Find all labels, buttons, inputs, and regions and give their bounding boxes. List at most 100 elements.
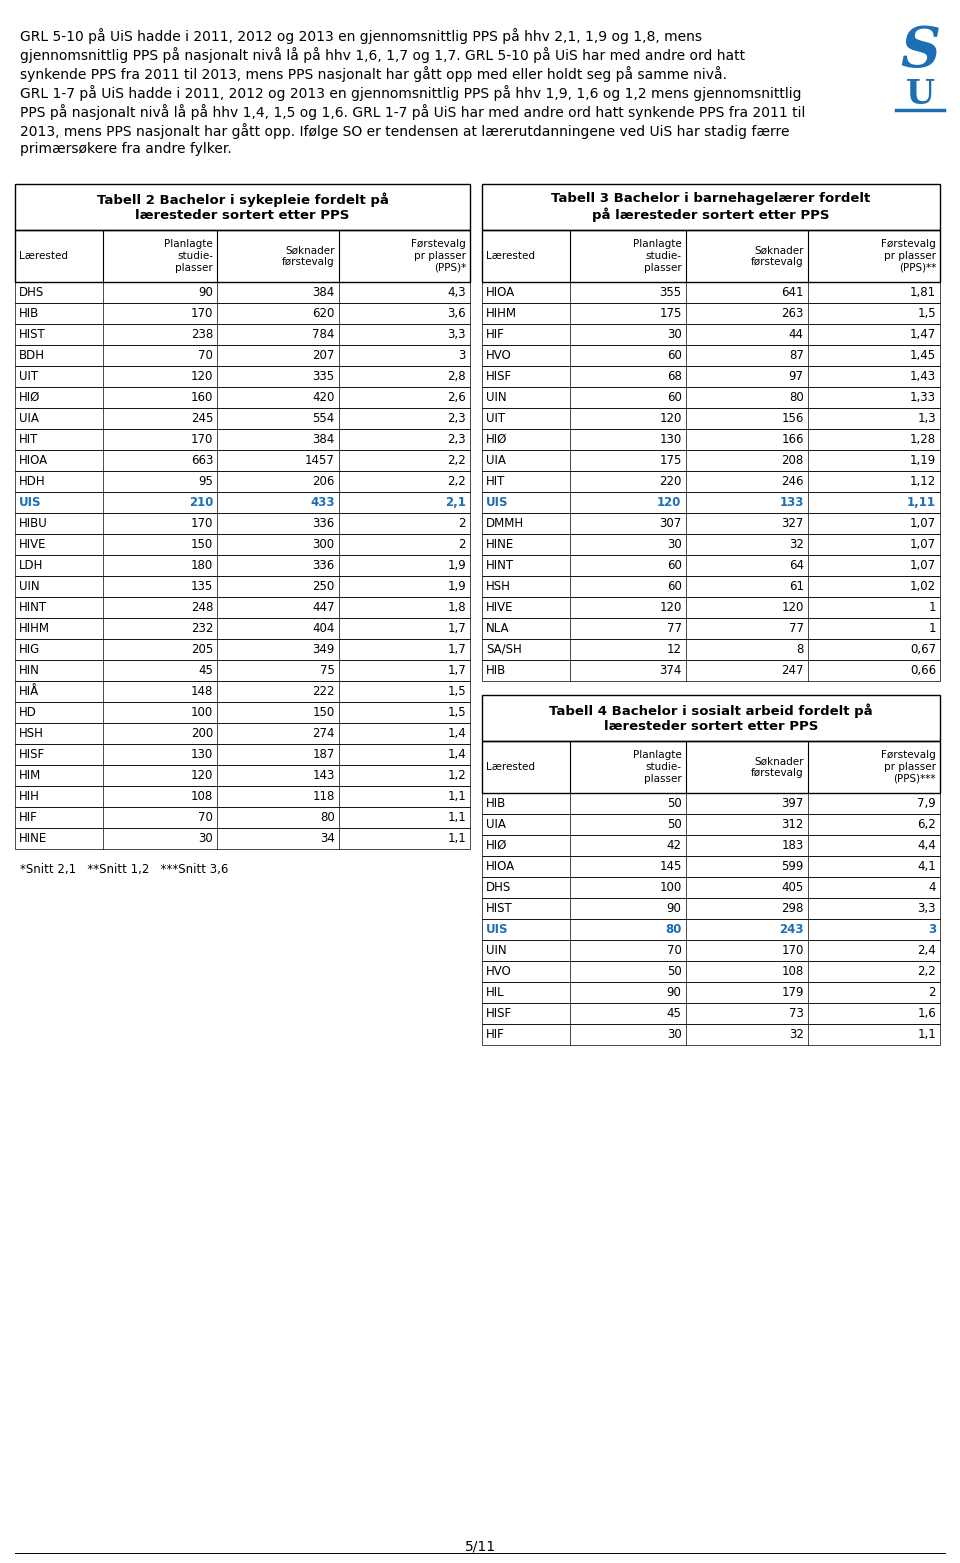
Text: 170: 170 [191,306,213,320]
Bar [482,303,940,324]
Text: 70: 70 [666,944,682,957]
Text: *Snitt 2,1   **Snitt 1,2   ***Snitt 3,6: *Snitt 2,1 **Snitt 1,2 ***Snitt 3,6 [20,863,228,875]
Text: 175: 175 [660,453,682,467]
Text: HIOA: HIOA [486,860,516,874]
Text: 77: 77 [666,622,682,635]
Text: 1,8: 1,8 [447,602,466,614]
Text: 166: 166 [781,433,804,445]
Text: HIF: HIF [19,811,37,824]
Text: 1,47: 1,47 [910,328,936,341]
Text: 77: 77 [789,622,804,635]
Bar [482,792,940,814]
Bar [15,639,470,660]
Bar [482,639,940,660]
Text: 6,2: 6,2 [917,817,936,832]
Text: 100: 100 [660,882,682,894]
Text: 120: 120 [658,495,682,510]
Text: 87: 87 [789,349,804,363]
Bar [482,408,940,428]
Text: 2: 2 [459,538,466,552]
Bar [15,450,470,470]
Text: 200: 200 [191,727,213,739]
Text: 118: 118 [312,789,334,803]
Text: 3,3: 3,3 [447,328,466,341]
Bar [15,702,470,724]
Text: Førstevalg
pr plasser
(PPS)**: Førstevalg pr plasser (PPS)** [881,239,936,272]
Text: 7,9: 7,9 [917,797,936,810]
Bar [15,724,470,744]
Text: 130: 130 [191,749,213,761]
Bar [15,428,470,450]
Bar [482,366,940,388]
Bar [15,535,470,555]
Text: 108: 108 [781,964,804,978]
Text: HIÅ: HIÅ [19,685,39,699]
Text: 206: 206 [312,475,334,488]
Text: 1,9: 1,9 [447,580,466,592]
Text: 120: 120 [781,602,804,614]
Text: 133: 133 [780,495,804,510]
Text: UIN: UIN [486,944,507,957]
Text: 1,1: 1,1 [917,1028,936,1041]
Text: HIVE: HIVE [486,602,514,614]
Text: 2,8: 2,8 [447,370,466,383]
Text: 355: 355 [660,286,682,299]
Text: HIVE: HIVE [19,538,46,552]
Text: 307: 307 [660,517,682,530]
Bar [15,492,470,513]
Text: 80: 80 [665,924,682,936]
Text: HVO: HVO [486,349,512,363]
Text: HIF: HIF [486,1028,505,1041]
Text: 2: 2 [459,517,466,530]
Text: 70: 70 [199,349,213,363]
Text: 170: 170 [191,517,213,530]
Text: HINE: HINE [486,538,515,552]
Text: HIG: HIG [19,642,40,656]
Text: 30: 30 [667,328,682,341]
Text: UIN: UIN [486,391,507,403]
Bar [482,492,940,513]
Text: 2,2: 2,2 [447,453,466,467]
Text: 1,02: 1,02 [910,580,936,592]
Text: 148: 148 [191,685,213,699]
Text: 1,07: 1,07 [910,560,936,572]
Text: 3: 3 [928,924,936,936]
Text: 238: 238 [191,328,213,341]
Bar [15,184,470,230]
Text: 1,07: 1,07 [910,538,936,552]
Bar [482,388,940,408]
Text: HIOA: HIOA [19,453,48,467]
Bar [482,660,940,681]
Text: HIL: HIL [486,986,505,999]
Text: 349: 349 [312,642,334,656]
Text: 404: 404 [312,622,334,635]
Text: 1,43: 1,43 [910,370,936,383]
Text: 397: 397 [781,797,804,810]
Bar [482,230,940,281]
Text: Førstevalg
pr plasser
(PPS)*: Førstevalg pr plasser (PPS)* [411,239,466,272]
Bar [15,366,470,388]
Text: 1,9: 1,9 [447,560,466,572]
Text: BDH: BDH [19,349,45,363]
Text: 1,28: 1,28 [910,433,936,445]
Text: 298: 298 [781,902,804,914]
Text: 3: 3 [459,349,466,363]
Text: Planlagte
studie-
plasser: Planlagte studie- plasser [633,239,682,272]
Bar [15,786,470,807]
Text: 50: 50 [667,817,682,832]
Text: 220: 220 [660,475,682,488]
Text: 50: 50 [667,964,682,978]
Text: UIT: UIT [486,413,505,425]
Text: 50: 50 [667,797,682,810]
Text: 243: 243 [780,924,804,936]
Text: 1,1: 1,1 [447,789,466,803]
Text: 207: 207 [312,349,334,363]
Bar [482,814,940,835]
Bar [15,617,470,639]
Text: S: S [900,25,940,80]
Bar [482,696,940,741]
Text: 60: 60 [666,560,682,572]
Bar [482,899,940,919]
Text: HIF: HIF [486,328,505,341]
Text: 1,45: 1,45 [910,349,936,363]
